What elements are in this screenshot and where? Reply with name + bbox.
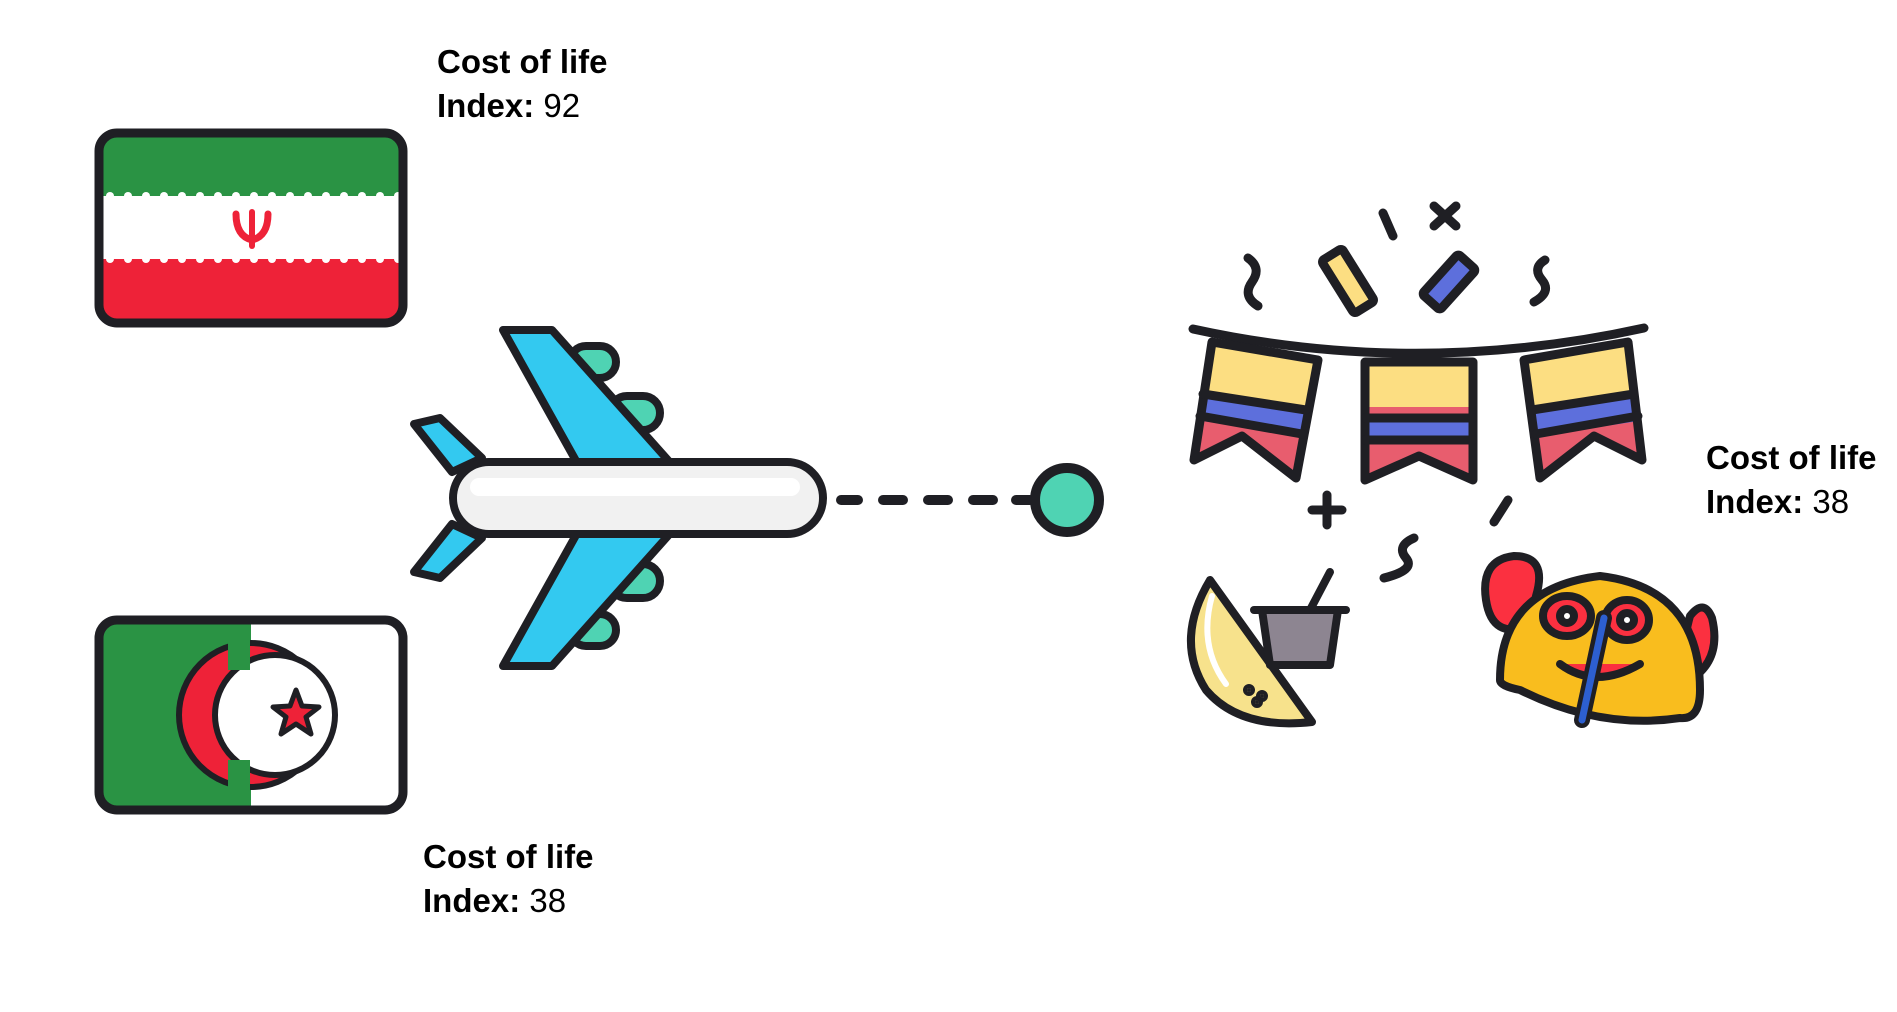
cost-of-life-heading: Cost of life (1706, 439, 1877, 476)
cost-of-life-label-iran: Cost of life Index: 92 (437, 40, 608, 128)
destination-dot-icon (1030, 463, 1104, 537)
index-value: 38 (1812, 483, 1850, 520)
iran-flag-icon (94, 128, 408, 328)
index-key: Index: (1706, 483, 1804, 520)
cost-of-life-label-algeria: Cost of life Index: 38 (423, 835, 594, 923)
index-key: Index: (423, 882, 521, 919)
cost-of-life-heading: Cost of life (437, 43, 608, 80)
algeria-flag-icon (94, 615, 408, 815)
carnival-mask-icon (1481, 552, 1719, 728)
cost-of-life-heading: Cost of life (423, 838, 594, 875)
index-value: 38 (529, 882, 567, 919)
index-key: Index: (437, 87, 535, 124)
colombian-carnival-bunting-icon (1188, 201, 1649, 583)
cost-of-life-label-colombia: Cost of life Index: 38 (1706, 436, 1877, 524)
arepa-and-sauce-icon (1187, 568, 1350, 728)
index-value: 92 (543, 87, 581, 124)
airplane-icon (410, 326, 827, 670)
